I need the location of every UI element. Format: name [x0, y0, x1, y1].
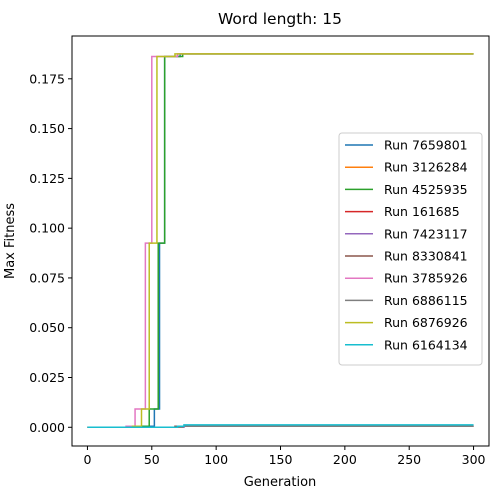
legend-entry-4: Run 7423117 [384, 226, 468, 241]
y-tick-label: 0.025 [29, 370, 65, 385]
x-tick-label: 0 [83, 452, 91, 467]
y-tick-label: 0.075 [29, 270, 65, 285]
chart-title: Word length: 15 [218, 10, 342, 28]
y-tick-label: 0.175 [29, 71, 65, 86]
y-tick-label: 0.000 [29, 420, 65, 435]
legend: Run 7659801 Run 3126284 Run 4525935 Run 161… [338, 132, 483, 366]
series-line-6 [87, 53, 474, 429]
legend-entry-5: Run 8330841 [384, 249, 468, 264]
y-axis-ticks: 0.000 0.025 0.050 0.075 0.100 0.125 0.150 0.175 [29, 71, 72, 435]
series-group [87, 53, 474, 429]
legend-entry-1: Run 3126284 [384, 160, 468, 175]
y-tick-label: 0.100 [29, 221, 65, 236]
legend-entry-2: Run 4525935 [384, 182, 468, 197]
x-tick-label: 150 [269, 452, 293, 467]
y-tick-label: 0.050 [29, 320, 65, 335]
legend-entry-9: Run 6164134 [384, 337, 468, 352]
x-tick-label: 100 [204, 452, 228, 467]
x-axis-label: Generation [244, 475, 317, 490]
series-line-9 [87, 424, 474, 429]
y-tick-label: 0.125 [29, 171, 65, 186]
legend-entry-3: Run 161685 [384, 204, 460, 219]
legend-box [338, 132, 483, 366]
y-tick-label: 0.150 [29, 121, 65, 136]
legend-entry-8: Run 6876926 [384, 315, 468, 330]
y-axis-label: Max Fitness [3, 203, 18, 279]
legend-entry-7: Run 6886115 [384, 293, 468, 308]
legend-entry-6: Run 3785926 [384, 271, 468, 286]
x-tick-label: 300 [462, 452, 486, 467]
series-line-8 [87, 53, 474, 429]
x-tick-label: 50 [144, 452, 160, 467]
x-tick-label: 250 [397, 452, 421, 467]
x-tick-label: 200 [333, 452, 357, 467]
legend-entry-0: Run 7659801 [384, 138, 468, 153]
x-axis-ticks: 0 50 100 150 200 250 300 [83, 446, 486, 467]
